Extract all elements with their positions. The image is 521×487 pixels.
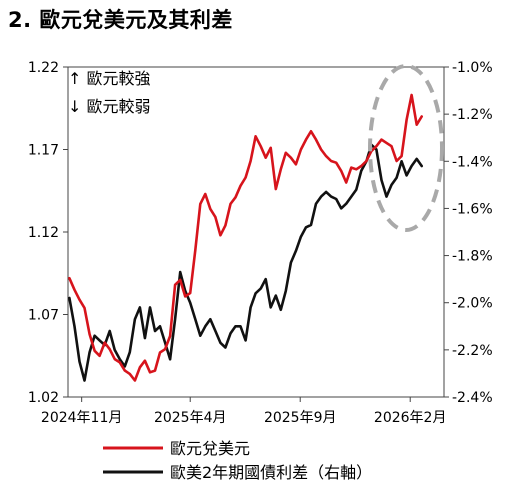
legend-label-eurusd: 歐元兌美元 (170, 439, 250, 458)
series-layer (68, 93, 424, 382)
legend-label-spread: 歐美2年期國債利差（右軸） (170, 463, 372, 482)
right-tick-label: -1.6% (452, 201, 493, 217)
left-axis: 1.22 1.17 1.12 1.07 1.02 (28, 60, 68, 406)
x-tick-label: 2024年11月 (41, 410, 122, 426)
series-line-spread (68, 143, 424, 382)
chart-title: 2. 歐元兌美元及其利差 (8, 8, 233, 32)
series-line-eurusd (68, 93, 424, 382)
right-axis: -1.0% -1.2% -1.4% -1.6% -1.8% -2.0% -2.2% -2.4% (444, 60, 493, 406)
right-tick-label: -1.0% (452, 60, 493, 76)
left-tick-label: 1.17 (28, 143, 59, 159)
annotation-euro-stronger: ↑ 歐元較強 (68, 69, 151, 88)
left-tick-label: 1.12 (28, 225, 59, 241)
plot-frame (67, 66, 445, 398)
right-tick-label: -1.8% (452, 249, 493, 265)
legend: 歐元兌美元 歐美2年期國債利差（右軸） (103, 439, 372, 482)
right-tick-label: -2.0% (452, 296, 493, 312)
left-tick-label: 1.07 (28, 308, 59, 324)
right-tick-label: -1.4% (452, 154, 493, 170)
x-axis: 2024年11月 2025年4月 2025年9月 2026年2月 (41, 397, 447, 426)
left-tick-label: 1.02 (28, 390, 59, 406)
x-tick-label: 2025年4月 (154, 410, 227, 426)
right-tick-label: -2.4% (452, 390, 493, 406)
left-tick-label: 1.22 (28, 60, 59, 76)
annotation-euro-weaker: ↓ 歐元較弱 (68, 97, 151, 116)
highlight-ellipse (368, 64, 444, 232)
x-tick-label: 2025年9月 (264, 410, 337, 426)
right-tick-label: -1.2% (452, 107, 493, 123)
x-tick-label: 2026年2月 (374, 410, 447, 426)
right-tick-label: -2.2% (452, 343, 493, 359)
